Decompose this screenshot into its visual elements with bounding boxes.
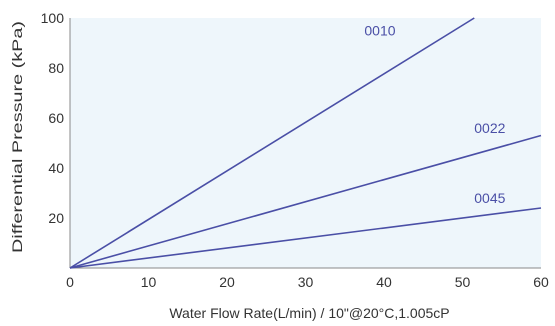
- x-tick-label: 40: [376, 274, 392, 290]
- x-tick-label: 60: [533, 274, 549, 290]
- x-tick-label: 20: [219, 274, 235, 290]
- series-lines: [69, 17, 542, 269]
- series-line-0022: [69, 134, 542, 269]
- y-tick-labels: 20 40 60 80 100: [41, 10, 65, 226]
- series-label-0045: 0045: [474, 190, 505, 206]
- y-tick-label: 40: [48, 160, 64, 176]
- y-tick-label: 60: [48, 110, 64, 126]
- series-label-0022: 0022: [474, 120, 505, 136]
- plot-area: [70, 18, 541, 268]
- series-labels: 0010 0022 0045: [364, 23, 505, 207]
- x-tick-label: 10: [141, 274, 157, 290]
- axes: [69, 18, 541, 269]
- x-tick-label: 0: [66, 274, 74, 290]
- series-label-0010: 0010: [364, 23, 395, 39]
- series-line-0045: [69, 207, 542, 269]
- x-tick-labels: 0 10 20 30 40 50 60: [66, 274, 549, 290]
- x-axis-title: Water Flow Rate(L/min) / 10"@20°C,1.005c…: [169, 305, 449, 321]
- y-tick-label: 80: [48, 60, 64, 76]
- y-tick-label: 100: [41, 10, 65, 26]
- x-tick-label: 50: [455, 274, 471, 290]
- x-tick-label: 30: [298, 274, 314, 290]
- y-axis-title: Differential Pressure (kPa): [9, 21, 25, 253]
- y-tick-label: 20: [48, 210, 64, 226]
- series-line-0010: [69, 17, 475, 269]
